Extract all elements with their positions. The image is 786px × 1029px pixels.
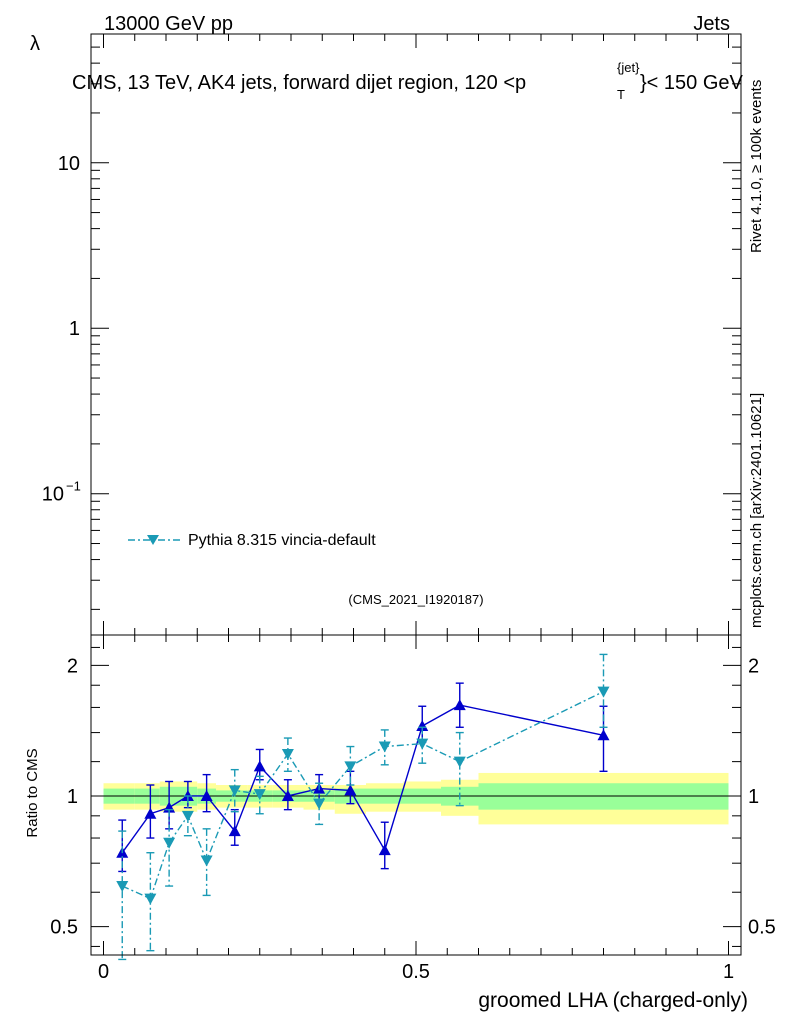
legend: Pythia 8.315 vincia-default [128,532,376,549]
mcplots-label: mcplots.cern.ch [arXiv:2401.10621] [748,393,765,628]
bottom-ylabel: Ratio to CMS [24,748,41,837]
data-point [378,741,391,753]
energy-label: 13000 GeV pp [104,13,233,35]
x-tick-label: 1 [723,961,734,983]
data-point [344,784,357,796]
data-point [597,729,610,741]
data-point [453,699,466,711]
data-point [281,748,294,760]
plot-title-sup: {jet} [617,60,640,75]
data-point [144,807,157,819]
ratio-y-tick-label-right: 2 [748,655,759,677]
reference-bands [103,772,729,825]
ratio-y-tick-label-right: 0.5 [748,917,776,939]
legend-label: Pythia 8.315 vincia-default [188,532,376,549]
data-point [281,789,294,801]
top-ylabel: λ [30,33,40,55]
plot-title: CMS, 13 TeV, AK4 jets, forward dijet reg… [72,60,744,102]
data-point [378,844,391,856]
analysis-id: (CMS_2021_I1920187) [348,592,483,607]
data-point [344,761,357,773]
series-line-0 [121,704,604,854]
data-point [253,789,266,801]
x-tick-label: 0.5 [402,961,430,983]
legend-marker [147,535,159,545]
data-point [181,810,194,822]
data-point [313,798,326,810]
data-point [416,738,429,750]
data-point [597,686,610,698]
data-point [228,785,241,797]
data-point [163,837,176,849]
data-point [253,760,266,772]
plot-title-sub: T [617,87,625,102]
rivet-version-label: Rivet 4.1.0, ≥ 100k events [748,80,765,253]
plot-title-main: CMS, 13 TeV, AK4 jets, forward dijet reg… [72,72,526,94]
x-axis-title: groomed LHA (charged-only) [478,989,748,1012]
data-point [200,789,213,801]
ratio-y-tick-label: 2 [67,655,78,677]
ratio-y-tick-label-right: 1 [748,786,759,808]
data-point [116,881,129,893]
data-point [416,719,429,731]
top-y-tick-label: 1 [69,318,80,340]
data-point [200,855,213,867]
top-y-tick-exponent: −1 [66,479,81,494]
plot-title-tail: }< 150 GeV [640,72,744,94]
data-point [144,893,157,905]
data-point [228,825,241,837]
top-y-tick-label: 10 [58,153,80,175]
ratio-y-tick-label: 0.5 [50,917,78,939]
series-layer [116,653,610,961]
x-tick-label: 0 [98,961,109,983]
ratio-y-tick-label: 1 [67,786,78,808]
data-point [453,756,466,768]
category-label: Jets [693,13,730,35]
top-y-tick-label: 10 [42,484,64,506]
